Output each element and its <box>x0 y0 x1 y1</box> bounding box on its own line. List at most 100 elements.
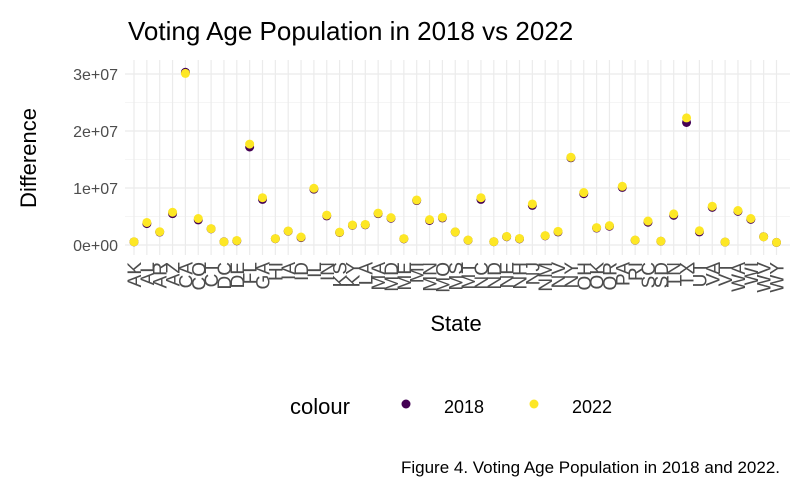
point-2022-AK <box>129 237 139 247</box>
x-tick-label: IA <box>279 262 300 280</box>
chart-title: Voting Age Population in 2018 vs 2022 <box>128 16 573 46</box>
x-tick-label: WV <box>755 262 776 293</box>
x-tick-label: NC <box>472 262 493 289</box>
point-2022-UT <box>694 226 704 236</box>
point-2022-IN <box>322 210 332 220</box>
x-tick-label: WY <box>768 262 789 293</box>
x-tick-label: IN <box>318 262 339 281</box>
point-2022-CA <box>180 68 190 78</box>
point-2022-RI <box>630 235 640 245</box>
point-2022-WY <box>772 237 781 247</box>
point-2022-SC <box>643 216 653 226</box>
point-2022-SD <box>656 236 666 246</box>
x-tick-label: NY <box>562 262 583 289</box>
point-2022-CO <box>193 213 203 223</box>
point-2022-HI <box>270 234 280 244</box>
x-tick-label: KS <box>331 262 352 287</box>
point-2022-WA <box>733 206 743 216</box>
point-2022-FL <box>245 139 255 149</box>
x-tick-label: CA <box>176 262 197 289</box>
point-2022-VA <box>707 201 717 211</box>
x-tick-label: TX <box>678 262 699 287</box>
x-tick-label: LA <box>356 262 377 286</box>
point-2022-KS <box>335 227 345 237</box>
x-tick-label: NV <box>549 262 570 289</box>
x-tick-label: MI <box>408 262 429 283</box>
legend-key-2018 <box>401 399 411 409</box>
x-tick-label: ID <box>292 262 313 281</box>
point-2022-NJ <box>527 199 537 209</box>
x-tick-label: AK <box>125 262 146 288</box>
y-tick-label: 0e+00 <box>73 238 118 255</box>
point-2022-TN <box>669 209 679 219</box>
x-tick-label: MS <box>446 262 467 291</box>
x-tick-label: PA <box>613 262 634 286</box>
x-tick-label: RI <box>626 262 647 281</box>
point-2022-KY <box>347 220 357 230</box>
point-2022-MO <box>437 212 447 222</box>
x-tick-label: MT <box>459 262 480 290</box>
point-2022-OR <box>604 221 614 231</box>
y-axis-title: Difference <box>16 108 41 208</box>
point-2022-VT <box>720 237 730 247</box>
point-2022-AR <box>155 227 165 237</box>
x-tick-label: AR <box>151 262 172 288</box>
point-2022-MT <box>463 235 473 245</box>
x-tick-label: CT <box>202 262 223 288</box>
legend: colour 2018 2022 <box>290 394 612 419</box>
x-tick-label: GA <box>254 262 275 290</box>
point-2022-NV <box>553 226 563 236</box>
y-tick-label: 1e+07 <box>73 181 118 198</box>
point-2022-MN <box>425 215 435 225</box>
x-tick-label: CO <box>189 262 210 291</box>
x-tick-label: DC <box>215 262 236 289</box>
point-2022-NM <box>540 231 550 241</box>
x-tick-label: DE <box>228 262 249 288</box>
x-tick-label: UT <box>690 262 711 288</box>
point-2022-PA <box>617 181 627 191</box>
x-tick-label: MO <box>433 262 454 293</box>
y-tick-label: 2e+07 <box>73 124 118 141</box>
x-axis-title: State <box>430 311 481 336</box>
point-2022-ID <box>296 232 306 242</box>
x-tick-label: AL <box>138 262 159 285</box>
point-2022-OK <box>592 223 602 233</box>
legend-key-2022 <box>529 399 539 409</box>
point-2022-IA <box>283 226 293 236</box>
point-2022-ME <box>399 234 409 244</box>
x-tick-label: WI <box>742 262 763 285</box>
x-axis-ticks: AKALARAZCACOCTDCDEFLGAHIIAIDILINKSKYLAMA… <box>125 262 789 293</box>
x-tick-label: NJ <box>523 262 544 285</box>
x-tick-label: SD <box>652 262 673 288</box>
point-2022-MA <box>373 208 383 218</box>
point-2022-NH <box>515 234 524 244</box>
point-2022-AZ <box>168 207 178 217</box>
point-2022-OH <box>579 188 589 198</box>
x-tick-label: FL <box>241 262 262 284</box>
point-2022-MI <box>412 195 422 205</box>
point-2022-MD <box>386 213 396 223</box>
legend-label-2018: 2018 <box>444 397 484 417</box>
x-tick-label: NE <box>498 262 519 288</box>
x-tick-label: ME <box>395 262 416 291</box>
x-tick-label: WA <box>729 262 750 292</box>
x-tick-label: NM <box>536 262 557 292</box>
point-2022-AL <box>142 217 152 227</box>
point-2022-NC <box>476 193 486 203</box>
point-2022-NY <box>566 152 576 162</box>
legend-title: colour <box>290 394 350 419</box>
x-tick-label: ND <box>485 262 506 289</box>
point-2022-LA <box>360 219 370 229</box>
x-tick-label: HI <box>266 262 287 281</box>
x-tick-label: MN <box>421 262 442 292</box>
x-tick-label: TN <box>665 262 686 287</box>
x-tick-label: OR <box>600 262 621 291</box>
x-tick-label: SC <box>639 262 660 288</box>
x-tick-label: OK <box>588 262 609 290</box>
y-axis-ticks: 0e+00 1e+07 2e+07 3e+07 <box>73 67 118 255</box>
x-tick-label: MD <box>382 262 403 292</box>
point-2022-CT <box>206 224 216 234</box>
point-2022-DE <box>232 236 242 246</box>
x-tick-label: VA <box>703 262 724 286</box>
